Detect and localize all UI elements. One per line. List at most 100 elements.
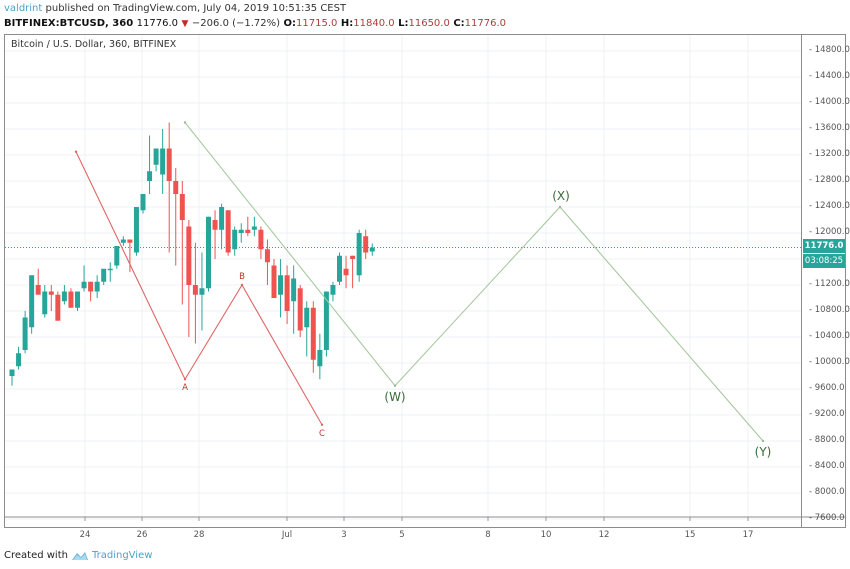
publish-info: valdrint published on TradingView.com, J… bbox=[4, 3, 346, 14]
candle bbox=[61, 285, 67, 305]
price-tick: - 14000.0 bbox=[809, 97, 850, 107]
candle bbox=[297, 285, 303, 337]
price-tick: - 14400.0 bbox=[809, 71, 850, 81]
price-tick: - 13600.0 bbox=[809, 123, 850, 133]
candle bbox=[153, 148, 159, 172]
tradingview-link[interactable]: TradingView bbox=[91, 550, 153, 561]
candle bbox=[120, 236, 126, 246]
wave-label-w: (W) bbox=[384, 390, 406, 404]
price-tick: - 12800.0 bbox=[809, 175, 850, 185]
time-tick: 5 bbox=[399, 530, 405, 540]
candle bbox=[35, 268, 41, 295]
time-tick: Jul bbox=[281, 530, 293, 540]
wave-label-b: B bbox=[239, 272, 245, 282]
price-axis[interactable] bbox=[801, 34, 846, 528]
published-text: published on TradingView.com, July 04, 2… bbox=[45, 3, 347, 14]
candle bbox=[107, 262, 113, 282]
wave-label-c: C bbox=[319, 429, 325, 439]
price-tick: - 12400.0 bbox=[809, 201, 850, 211]
candle bbox=[225, 210, 231, 256]
candle bbox=[166, 122, 172, 253]
price-tick: - 12000.0 bbox=[809, 227, 850, 237]
symbol-label: BITFINEX:BTCUSD, 360 bbox=[4, 18, 134, 29]
candle bbox=[42, 285, 48, 318]
candle bbox=[238, 223, 244, 243]
current-price-badge: 11776.0 bbox=[803, 239, 845, 253]
candle bbox=[212, 210, 218, 259]
time-tick: 8 bbox=[485, 530, 491, 540]
time-tick: 24 bbox=[79, 530, 91, 540]
candle bbox=[251, 216, 257, 237]
price-tick: - 8400.0 bbox=[809, 461, 845, 471]
author-link[interactable]: valdrint bbox=[4, 3, 43, 14]
wave-label-y: (Y) bbox=[754, 445, 772, 459]
candle bbox=[199, 252, 205, 331]
price-tick: - 8000.0 bbox=[809, 487, 845, 497]
candle bbox=[68, 288, 74, 308]
time-tick: 12 bbox=[598, 530, 610, 540]
candle bbox=[219, 203, 225, 250]
low-label: L: bbox=[398, 18, 409, 29]
close-label: C: bbox=[453, 18, 465, 29]
candle bbox=[94, 275, 100, 298]
candle bbox=[29, 275, 35, 334]
candle bbox=[291, 265, 297, 334]
created-with-text: Created with bbox=[4, 550, 68, 561]
candle bbox=[264, 239, 270, 285]
price-tick: - 7600.0 bbox=[809, 513, 845, 523]
price-tick: - 10800.0 bbox=[809, 305, 850, 315]
wave-label-x: (X) bbox=[552, 189, 570, 203]
candle bbox=[114, 246, 120, 269]
candle bbox=[258, 226, 264, 259]
candle bbox=[343, 255, 349, 289]
high-value: 11840.0 bbox=[353, 18, 395, 29]
candle bbox=[9, 369, 15, 386]
tradingview-cloud-icon bbox=[71, 552, 88, 560]
wave-label-a: A bbox=[182, 383, 188, 393]
time-tick: 10 bbox=[540, 530, 552, 540]
last-price: 11776.0 bbox=[136, 18, 179, 29]
candle bbox=[140, 194, 146, 214]
time-tick: 3 bbox=[341, 530, 347, 540]
down-triangle-icon: ▼ bbox=[181, 19, 189, 29]
time-tick: 28 bbox=[193, 530, 205, 540]
candle bbox=[337, 252, 342, 285]
candle bbox=[310, 301, 316, 373]
footer: Created with TradingView bbox=[4, 550, 152, 561]
price-tick: - 8800.0 bbox=[809, 435, 845, 445]
open-label: O: bbox=[283, 18, 297, 29]
candle bbox=[356, 229, 362, 282]
candle bbox=[55, 291, 61, 321]
candle bbox=[284, 265, 290, 324]
candle bbox=[245, 216, 251, 237]
symbol-info: BITFINEX:BTCUSD, 360 11776.0 ▼ −206.0 (−… bbox=[4, 18, 506, 29]
candle bbox=[278, 259, 284, 318]
price-tick: - 10000.0 bbox=[809, 357, 850, 367]
price-tick: - 11200.0 bbox=[809, 279, 850, 289]
candle bbox=[186, 220, 192, 337]
chart-pane[interactable] bbox=[4, 34, 802, 528]
candle bbox=[147, 135, 153, 194]
candle bbox=[88, 281, 94, 302]
candle bbox=[133, 207, 139, 256]
candle bbox=[369, 243, 375, 256]
time-tick: 17 bbox=[742, 530, 754, 540]
candle bbox=[179, 181, 185, 305]
candle bbox=[232, 226, 238, 256]
candle bbox=[350, 255, 356, 289]
price-tick: - 14800.0 bbox=[809, 45, 850, 55]
price-tick: - 9600.0 bbox=[809, 383, 845, 393]
open-value: 11715.0 bbox=[296, 18, 338, 29]
price-tick: - 13200.0 bbox=[809, 149, 850, 159]
candle bbox=[127, 239, 133, 272]
time-tick: 26 bbox=[136, 530, 148, 540]
high-label: H: bbox=[340, 18, 354, 29]
price-change: −206.0 (−1.72%) bbox=[191, 18, 281, 29]
candle bbox=[101, 268, 107, 285]
candle bbox=[206, 216, 211, 292]
candle bbox=[317, 333, 323, 380]
time-tick: 15 bbox=[684, 530, 696, 540]
candle bbox=[271, 259, 277, 298]
candle bbox=[363, 229, 369, 259]
